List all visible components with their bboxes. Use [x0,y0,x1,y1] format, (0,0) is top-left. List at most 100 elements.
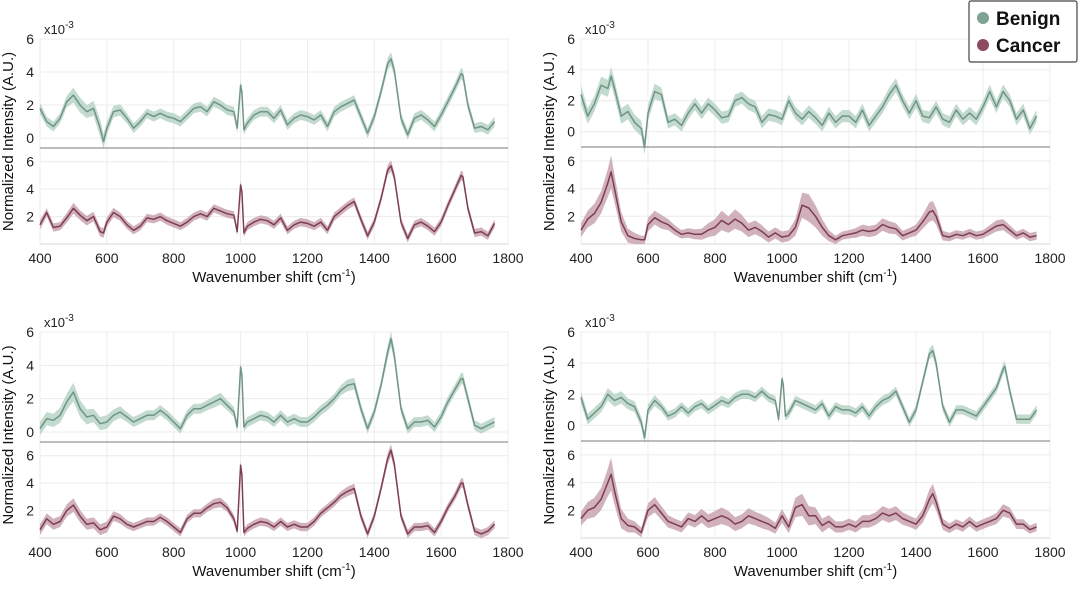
y-tick-label: 6 [567,324,575,340]
panel-dried-plasma: 0 2 4 6 2 4 6 x10-3 400 600 800 1000 1200 1400 1600 180… [0,313,524,580]
benign-subplot: 0 2 4 6 [26,31,508,149]
y-tick-label: 0 [567,417,575,433]
x-tick-label: 1400 [900,250,931,266]
x-axis-label: Wavenumber shift (cm-1) [734,562,897,580]
x-axis-label-text: Wavenumber shift (cm [192,563,341,580]
y-tick-label: 2 [26,97,34,113]
x-tick-label: 1800 [1034,544,1065,560]
y-axis-label: Normalized Intensity (A.U.) [0,52,17,231]
x-tick-label: 600 [95,544,119,560]
panel-dried-saliva: 0 2 4 6 2 4 6 x10-3 400 600 800 1000 1200 1400 1600 180… [541,313,1066,580]
y-tick-label: 2 [567,502,575,518]
y-tick-label: 0 [26,130,34,146]
y-tick-label: 4 [567,181,575,197]
y-tick-label: 2 [567,208,575,224]
scale-factor-base: x10 [44,22,65,37]
x-tick-label: 1600 [426,544,457,560]
y-tick-label: 4 [567,475,575,491]
x-tick-label: 1000 [766,250,797,266]
y-tick-label: 2 [567,93,575,109]
panel-native-plasma: 0 2 4 6 2 4 6 x10-3 400 600 800 1000 1200 1400 1600 180… [0,20,524,286]
y-tick-label: 6 [567,153,575,169]
scale-factor-label: x10-3 [585,313,615,330]
benign-mean-line [39,337,495,430]
legend: Benign Cancer [968,0,1078,63]
x-tick-label: 1800 [492,544,523,560]
scale-factor-base: x10 [44,315,65,330]
x-tick-label: 1000 [225,250,256,266]
y-tick-label: 6 [26,154,34,170]
x-axis-label: Wavenumber shift (cm-1) [192,562,355,580]
x-tick-label: 800 [162,544,186,560]
benign-subplot: 0 2 4 6 [567,31,1050,155]
scale-factor-exponent: -3 [65,20,74,31]
x-tick-label: 800 [162,250,186,266]
benign-mean-line [580,75,1038,148]
x-tick-label: 1600 [967,250,998,266]
cancer-std-band [40,444,495,538]
scale-factor-base: x10 [585,22,606,37]
x-tick-label: 1600 [426,250,457,266]
scale-factor-exponent: -3 [65,313,74,324]
x-tick-label: 1000 [225,544,256,560]
cancer-mean-line [39,165,496,240]
y-tick-label: 4 [567,62,575,78]
benign-std-band [581,66,1037,155]
x-axis-label-end: ) [892,269,897,286]
x-tick-label: 800 [703,544,727,560]
cancer-subplot: 2 4 6 [567,447,1050,538]
plot-frame [39,331,509,539]
y-tick-label: 6 [567,447,575,463]
y-axis-label: Normalized Intensity (A.U.) [0,345,17,524]
cancer-subplot: 2 4 6 [567,153,1050,244]
x-tick-label: 800 [703,250,727,266]
x-axis-label-text: Wavenumber shift (cm [734,563,883,580]
x-tick-label: 1600 [967,544,998,560]
x-tick-label: 1000 [766,544,797,560]
y-tick-label: 4 [26,181,34,197]
scale-factor-exponent: -3 [606,20,615,31]
x-tick-label: 600 [636,250,660,266]
cancer-std-band [581,155,1037,244]
x-axis-label-end: ) [892,563,897,580]
x-axis-label: Wavenumber shift (cm-1) [192,268,355,286]
x-tick-label: 400 [569,544,593,560]
y-axis-label: Normalized Intensity (A.U.) [541,52,558,231]
y-tick-label: 6 [26,31,34,47]
y-tick-label: 0 [26,424,34,440]
panel-native-saliva: 0 2 4 6 2 4 6 x10-3 400 600 800 1000 1200 1400 1600 180… [541,20,1066,286]
x-axis-label-text: Wavenumber shift (cm [192,269,341,286]
legend-marker-benign [977,12,989,24]
cancer-mean-line [580,473,1037,534]
x-axis-label-text: Wavenumber shift (cm [734,269,883,286]
cancer-std-band [581,457,1037,538]
x-tick-label: 600 [636,544,660,560]
x-gridlines [39,39,509,244]
y-tick-label: 0 [567,124,575,140]
cancer-subplot: 2 4 6 [26,154,508,243]
x-tick-label: 1400 [900,544,931,560]
y-tick-label: 4 [26,357,34,373]
y-tick-label: 4 [26,64,34,80]
cancer-subplot: 2 4 6 [26,444,508,538]
scale-factor-label: x10-3 [585,20,615,37]
y-tick-label: 4 [567,355,575,371]
x-gridlines [39,332,509,538]
benign-subplot: 0 2 4 6 [26,324,508,440]
x-axis-label-sup: -1 [342,268,351,279]
scale-factor-label: x10-3 [44,313,74,330]
legend-label-benign: Benign [996,9,1060,30]
scale-factor-base: x10 [585,315,606,330]
y-tick-label: 6 [26,448,34,464]
y-tick-label: 6 [567,31,575,47]
x-axis-label-sup: -1 [883,562,892,573]
benign-std-band [40,52,495,149]
x-tick-label: 1400 [359,250,390,266]
y-tick-label: 4 [26,475,34,491]
scale-factor-label: x10-3 [44,20,74,37]
x-axis-label: Wavenumber shift (cm-1) [734,268,897,286]
x-axis-label-end: ) [351,563,356,580]
y-tick-label: 2 [567,386,575,402]
cancer-mean-line [39,449,496,535]
